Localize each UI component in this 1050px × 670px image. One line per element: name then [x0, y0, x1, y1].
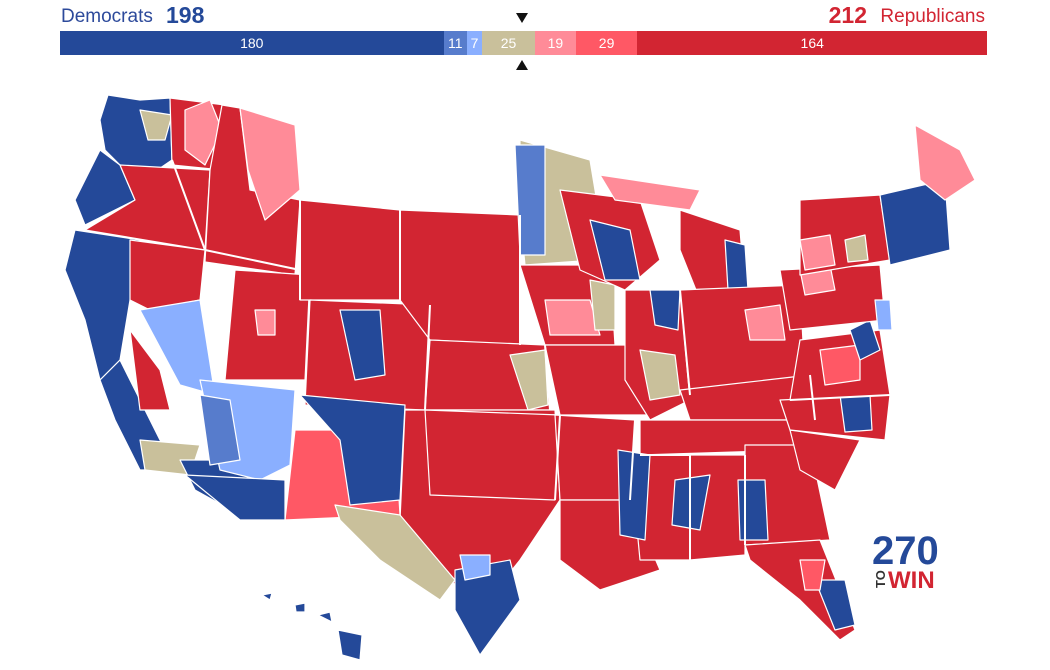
region-nv-likely[interactable] — [199, 394, 241, 466]
region-wa-lean[interactable] — [184, 99, 223, 166]
seat-bar-safe-rep: 164 — [637, 31, 987, 55]
region-hi-4[interactable] — [337, 629, 363, 661]
region-ny-tossup[interactable] — [844, 234, 869, 263]
region-nc-dem[interactable] — [839, 394, 873, 433]
republicans-total: 212 — [828, 2, 867, 28]
majority-marker-bottom — [516, 60, 528, 70]
region-tx-south[interactable] — [454, 559, 521, 656]
democrats-label: Democrats — [61, 6, 153, 27]
region-tx-lean[interactable] — [459, 554, 491, 581]
region-sc[interactable] — [789, 429, 861, 491]
seat-bar-tossup: 25 — [481, 31, 536, 55]
region-me[interactable] — [914, 124, 976, 201]
majority-marker-top — [516, 13, 528, 23]
region-mi-upper[interactable] — [599, 174, 701, 211]
region-ia-lean[interactable] — [544, 299, 601, 336]
state-borders — [171, 159, 891, 560]
region-ms-dem[interactable] — [617, 449, 651, 541]
region-fl-likely[interactable] — [799, 559, 826, 591]
region-nj[interactable] — [874, 299, 893, 331]
region-fl-dem[interactable] — [814, 579, 856, 631]
region-or-coast[interactable] — [74, 149, 136, 226]
region-mt-lean[interactable] — [239, 107, 301, 221]
region-wi-dem[interactable] — [589, 219, 641, 281]
seat-header: Democrats 198 212 Republicans — [0, 0, 1050, 30]
region-va-lean[interactable] — [819, 344, 861, 386]
region-tx-west-tossup[interactable] — [334, 504, 456, 601]
house-district-map — [64, 94, 976, 661]
region-ca-valley[interactable] — [129, 329, 171, 411]
region-ia-tossup[interactable] — [589, 279, 616, 331]
region-fl[interactable] — [744, 539, 856, 641]
logo-win: WIN — [888, 567, 935, 590]
region-nm[interactable] — [299, 394, 406, 506]
region-hi-3[interactable] — [317, 611, 333, 623]
region-wa-tossup[interactable] — [139, 109, 173, 141]
region-wy[interactable] — [299, 199, 401, 301]
logo-number: 270 — [872, 530, 939, 573]
seat-bar-lean-dem: 7 — [467, 31, 482, 55]
region-il-tossup[interactable] — [639, 349, 681, 401]
seat-bar-safe-dem: 180 — [60, 31, 444, 55]
region-ok[interactable] — [424, 409, 561, 501]
region-hi-1[interactable] — [261, 592, 273, 601]
region-va-dem[interactable] — [849, 319, 881, 361]
region-ny-lean[interactable] — [799, 234, 836, 271]
270-to-win-logo: 270 TO WIN — [872, 530, 939, 590]
republicans-label: Republicans — [880, 6, 985, 27]
region-il-chicago[interactable] — [649, 289, 681, 331]
democrats-total: 198 — [166, 2, 205, 28]
region-az-south[interactable] — [184, 474, 286, 521]
logo-to: TO — [873, 570, 888, 588]
seat-bar-likely-rep: 29 — [575, 31, 638, 55]
region-ca-north[interactable] — [64, 229, 141, 381]
seat-bar: 180 11 7 25 19 29 164 — [60, 31, 987, 55]
region-new-england[interactable] — [879, 179, 951, 266]
region-ks-tossup[interactable] — [509, 349, 549, 411]
seat-bar-likely-dem: 11 — [443, 31, 468, 55]
seat-bar-lean-rep: 19 — [535, 31, 576, 55]
region-or-main[interactable] — [84, 164, 211, 251]
region-ut-lean[interactable] — [254, 309, 276, 336]
region-oh-lean[interactable] — [744, 304, 786, 341]
region-nd-sd[interactable] — [399, 209, 521, 346]
region-hi-2[interactable] — [294, 602, 306, 613]
region-mi-dem[interactable] — [724, 239, 749, 291]
region-ga-dem[interactable] — [737, 479, 769, 541]
region-mn-west[interactable] — [514, 144, 546, 256]
region-ca-central[interactable] — [129, 239, 206, 311]
region-co-denver[interactable] — [339, 309, 386, 381]
